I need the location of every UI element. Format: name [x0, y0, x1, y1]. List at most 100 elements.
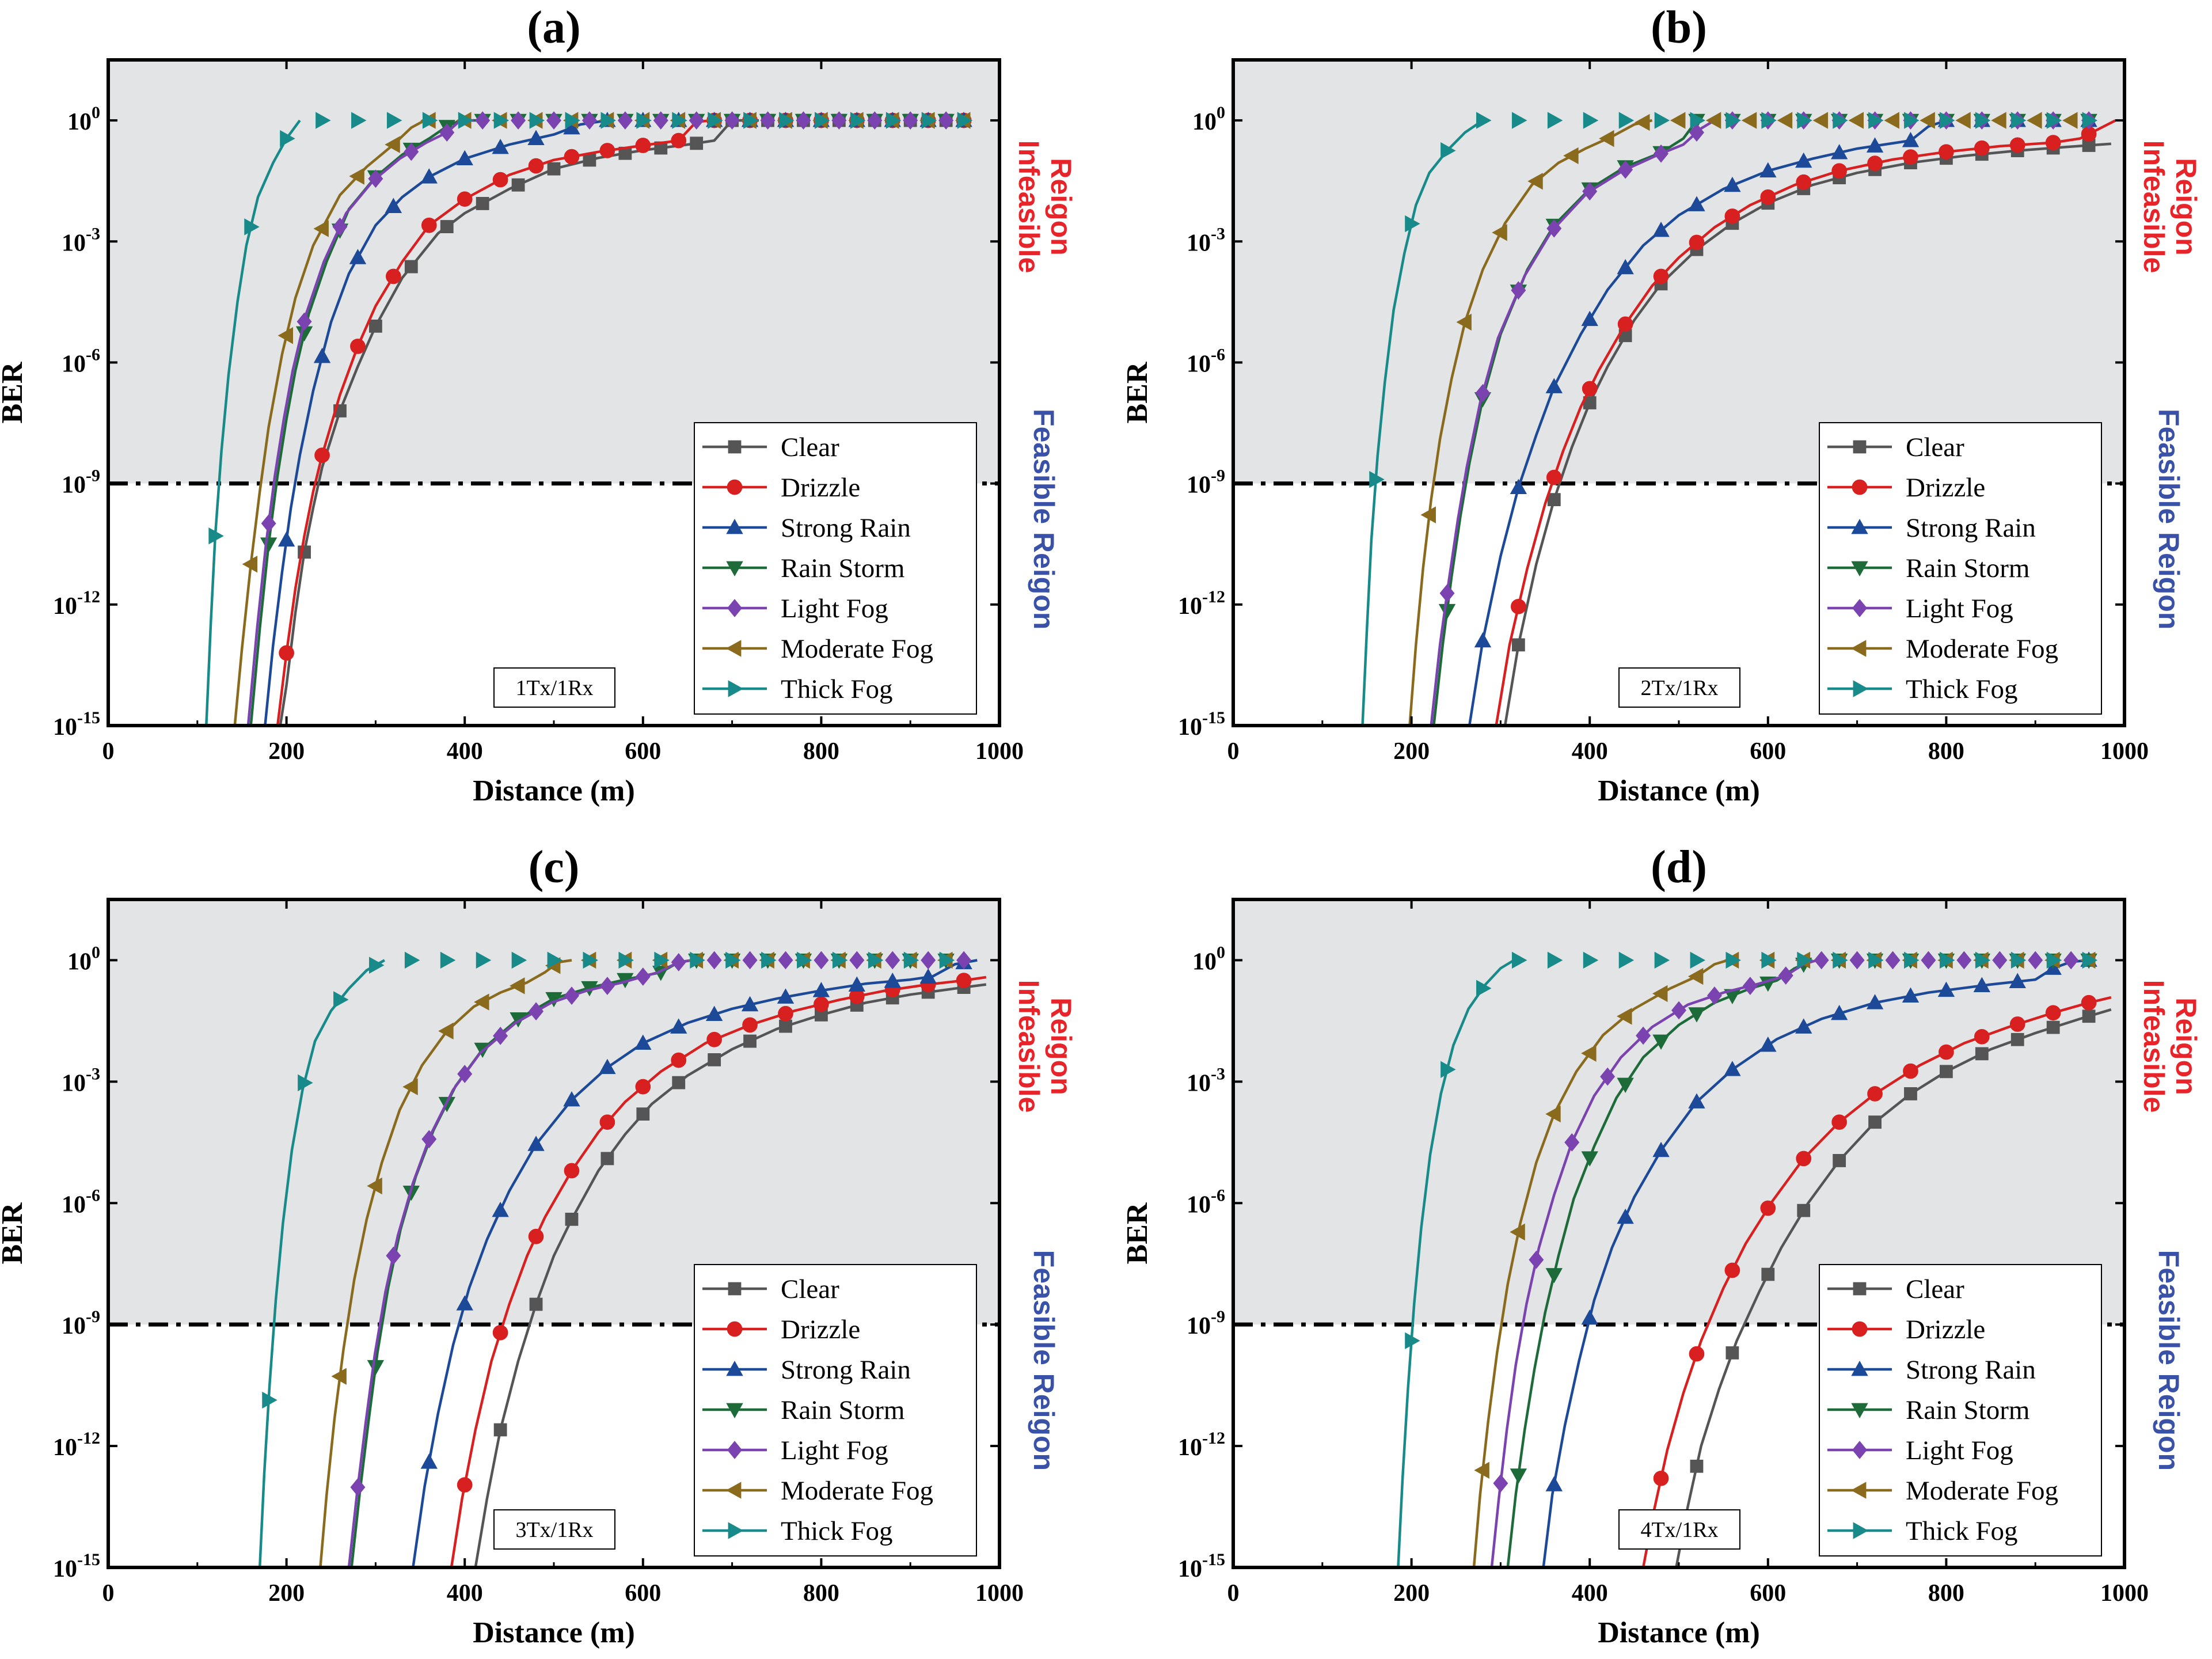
legend-marker-thick-fog — [728, 680, 744, 697]
data-point-light-fog — [635, 967, 651, 986]
data-point-light-fog — [439, 123, 455, 142]
data-point-light-fog — [599, 977, 615, 995]
legend-label-light-fog: Light Fog — [1906, 1436, 2013, 1466]
panel-d: 0 200 400 600 800 1000 100 10-3 10-6 10-9 10-12 10-… — [1121, 842, 2202, 1649]
infeasible-region-shade — [108, 60, 999, 484]
data-point-thick-fog — [547, 951, 563, 969]
x-axis-label: Distance (m) — [473, 1616, 635, 1649]
data-point-drizzle — [492, 1324, 508, 1341]
data-point-drizzle — [1939, 1044, 1954, 1060]
data-point-strong-rain — [1724, 1061, 1741, 1076]
data-point-clear — [1797, 1204, 1811, 1217]
data-point-clear — [2010, 1032, 2024, 1046]
x-tick-label: 0 — [102, 738, 115, 765]
y-axis-label: BER — [1121, 1202, 1154, 1264]
x-tick-label: 0 — [1227, 738, 1240, 765]
series-line-light-fog — [1490, 959, 1818, 1567]
legend-marker-rain-storm — [726, 1403, 743, 1419]
data-point-light-fog — [671, 953, 686, 971]
data-point-strong-rain — [1830, 1004, 1848, 1020]
data-point-moderate-fog — [1635, 113, 1650, 131]
legend-label-drizzle: Drizzle — [1906, 1315, 1985, 1345]
data-point-clear — [1511, 638, 1525, 652]
feasible-region-label: Feasible Reigon — [1028, 409, 1060, 629]
data-point-light-fog — [1439, 584, 1455, 603]
legend-label-clear: Clear — [1906, 432, 1964, 462]
data-point-rain-storm — [1617, 1077, 1634, 1094]
data-point-strong-rain — [527, 1136, 545, 1151]
series-line-thick-fog — [1397, 959, 1515, 1567]
data-point-thick-fog — [1441, 142, 1456, 160]
data-point-thick-fog — [2046, 112, 2062, 129]
data-point-strong-rain — [1759, 162, 1777, 178]
data-point-thick-fog — [404, 951, 420, 969]
data-point-light-fog — [493, 1026, 508, 1045]
data-point-light-fog — [1654, 144, 1669, 163]
data-point-strong-rain — [634, 1034, 652, 1050]
data-point-drizzle — [671, 1052, 687, 1068]
data-point-light-fog — [1921, 951, 1936, 970]
panel-title: (b) — [1651, 2, 1707, 53]
panel-b: 0 200 400 600 800 1000 100 10-3 10-6 10-9 10-12 10-… — [1121, 2, 2202, 807]
data-point-thick-fog — [1476, 980, 1492, 997]
infeasible-region-label: Infeasible — [2138, 141, 2170, 274]
legend-label-strong-rain: Strong Rain — [1906, 513, 2036, 543]
y-tick-label: 10-12 — [53, 587, 100, 620]
data-point-thick-fog — [1975, 951, 1991, 969]
data-point-thick-fog — [386, 112, 402, 129]
data-point-light-fog — [921, 951, 936, 970]
data-point-thick-fog — [885, 112, 902, 129]
y-tick-label: 10-6 — [62, 1186, 100, 1218]
data-point-strong-rain — [1830, 144, 1848, 160]
data-point-strong-rain — [919, 968, 937, 984]
data-point-thick-fog — [1405, 1332, 1420, 1349]
data-point-moderate-fog — [1617, 1008, 1632, 1025]
data-point-moderate-fog — [1527, 173, 1543, 190]
data-point-thick-fog — [2046, 951, 2062, 969]
data-point-thick-fog — [422, 112, 438, 129]
legend-marker-drizzle — [1852, 1321, 1868, 1337]
data-point-drizzle — [1617, 316, 1633, 332]
x-tick-label: 600 — [625, 738, 661, 765]
data-point-strong-rain — [1866, 994, 1884, 1009]
legend-label-strong-rain: Strong Rain — [781, 513, 911, 543]
x-tick-label: 1000 — [2100, 738, 2149, 765]
panel-c: 0 200 400 600 800 1000 100 10-3 10-6 10-9 10-12 10-… — [0, 842, 1077, 1649]
legend-label-rain-storm: Rain Storm — [781, 1395, 904, 1425]
y-tick-label: 100 — [67, 103, 100, 135]
data-point-light-fog — [724, 111, 740, 130]
data-point-light-fog — [689, 111, 704, 130]
data-point-strong-rain — [278, 531, 295, 547]
data-point-thick-fog — [1904, 951, 1920, 969]
data-point-drizzle — [1724, 1262, 1740, 1278]
data-point-moderate-fog — [1545, 1105, 1561, 1123]
data-point-clear — [529, 1297, 543, 1311]
x-tick-label: 200 — [268, 1580, 305, 1607]
data-point-strong-rain — [2009, 973, 2026, 988]
legend-marker-light-fog — [1852, 1441, 1867, 1459]
data-point-moderate-fog — [385, 136, 400, 153]
y-tick-label: 10-15 — [53, 1550, 100, 1582]
data-point-strong-rain — [1581, 310, 1598, 327]
series-group — [1361, 111, 2116, 726]
data-point-drizzle — [635, 138, 651, 153]
data-point-drizzle — [599, 143, 615, 158]
data-point-light-fog — [297, 312, 312, 331]
data-point-drizzle — [1831, 163, 1847, 179]
data-point-light-fog — [1511, 281, 1526, 300]
data-point-thick-fog — [708, 112, 723, 129]
data-point-light-fog — [778, 951, 793, 970]
data-point-strong-rain — [1937, 981, 1955, 997]
data-point-moderate-fog — [438, 1022, 454, 1040]
data-point-light-fog — [1778, 966, 1793, 985]
config-tag-label: 3Tx/1Rx — [515, 1518, 593, 1542]
data-point-thick-fog — [262, 1391, 278, 1409]
infeasible-region-label: Reigon — [1045, 158, 1077, 255]
data-point-strong-rain — [385, 198, 402, 213]
data-point-strong-rain — [1617, 259, 1634, 275]
data-point-moderate-fog — [402, 1078, 418, 1096]
data-point-strong-rain — [1866, 137, 1884, 153]
data-point-light-fog — [831, 111, 847, 130]
data-point-thick-fog — [672, 112, 687, 129]
data-point-moderate-fog — [474, 993, 489, 1011]
